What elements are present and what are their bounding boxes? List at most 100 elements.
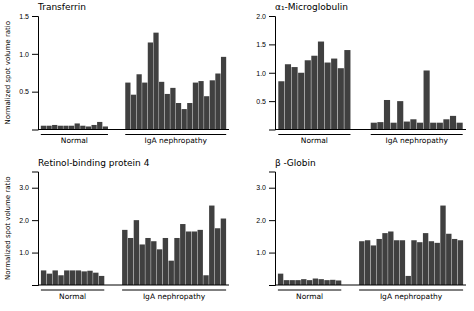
bar [140, 244, 145, 285]
y-tick: 1.0 [256, 249, 275, 256]
bar [187, 103, 192, 129]
bar [209, 206, 214, 285]
bar [397, 101, 403, 129]
bar [157, 249, 162, 285]
group-bracket [278, 290, 341, 291]
panel: 0.51.01.5NormalIgA nephropathyTransferri… [4, 2, 229, 145]
bar [128, 238, 133, 285]
bar [58, 126, 63, 130]
y-tick-mark [32, 253, 38, 254]
bar [391, 123, 397, 130]
y-tick: 3.0 [19, 184, 38, 191]
bar [182, 109, 187, 129]
bar [176, 103, 181, 129]
bar [330, 280, 335, 285]
x-axis-line [275, 285, 466, 286]
bar [325, 63, 331, 130]
y-tick-mark [269, 16, 275, 17]
bar [153, 33, 158, 130]
bar [221, 57, 226, 130]
y-axis: 0.51.01.52.0 [256, 13, 275, 130]
bar [180, 224, 185, 285]
bar [198, 81, 203, 129]
panel-title: β -Globin [275, 158, 316, 168]
bar [221, 219, 226, 285]
bar [365, 240, 370, 285]
panel-title: Transferrin [37, 2, 86, 12]
bar [198, 230, 203, 285]
bar [41, 270, 46, 285]
bar [290, 280, 295, 285]
y-axis: 1.02.03.0 [19, 172, 38, 286]
bar [75, 123, 80, 129]
y-axis: 1.02.03.0 [256, 172, 275, 286]
y-tick-label: 3.0 [19, 184, 29, 191]
panel: 0.51.01.52.0NormalIgA nephropathyα₁-Micr… [256, 2, 466, 145]
bar [63, 126, 68, 130]
y-tick-mark [269, 44, 275, 45]
bar [377, 122, 383, 129]
y-axis: 0.51.01.5 [19, 13, 38, 130]
bar [203, 275, 208, 285]
bar [134, 220, 139, 285]
bar [87, 271, 92, 285]
bar [165, 94, 170, 130]
bar [440, 206, 445, 285]
bar [298, 73, 304, 130]
bar [148, 42, 153, 129]
bar [169, 261, 174, 285]
bar [125, 83, 130, 130]
group-bracket [122, 290, 226, 291]
bar [82, 271, 87, 285]
panel-title: Retinol-binding protein 4 [38, 158, 150, 168]
bar [319, 279, 324, 285]
bar [278, 81, 284, 129]
bars [41, 206, 226, 285]
bar [193, 83, 198, 130]
y-tick: 0.5 [19, 88, 38, 95]
group-label: Normal [296, 292, 323, 301]
bar [307, 280, 312, 285]
chart-svg: 0.51.01.5NormalIgA nephropathyTransferri… [0, 0, 474, 311]
bar [437, 123, 443, 130]
group-bracket [359, 290, 463, 291]
group-bracket [278, 134, 350, 135]
bar [404, 122, 410, 130]
bar [278, 274, 283, 285]
y-tick-label: 1.0 [256, 69, 266, 76]
bar [410, 119, 416, 129]
bar [47, 274, 52, 285]
y-tick-label: 2.0 [256, 13, 266, 20]
bar [93, 273, 98, 285]
y-tick-mark [32, 92, 38, 93]
bar [388, 231, 393, 285]
group-label: IgA nephropathy [143, 292, 206, 301]
y-tick-label: 1.5 [19, 13, 29, 20]
bar [446, 234, 451, 285]
group-label: Normal [59, 292, 86, 301]
bars [278, 206, 463, 285]
bar [382, 233, 387, 285]
y-tick: 1.5 [256, 41, 275, 48]
bar [430, 123, 436, 130]
y-tick-mark [269, 73, 275, 74]
bar [151, 241, 156, 285]
bar [435, 243, 440, 285]
y-axis-line [32, 172, 39, 286]
bar [64, 270, 69, 285]
bar [285, 64, 291, 129]
bar [313, 279, 318, 285]
bar [295, 280, 300, 285]
bar [284, 280, 289, 285]
bar [80, 126, 85, 130]
bar [305, 60, 311, 129]
y-tick-mark [269, 253, 275, 254]
bar [46, 126, 51, 130]
y-tick-mark [32, 54, 38, 55]
y-tick: 2.0 [19, 217, 38, 224]
y-axis-title: Normalized spot volume ratio [4, 176, 12, 280]
bar [122, 230, 127, 285]
bar [41, 126, 46, 130]
bars [278, 42, 462, 130]
bar [450, 116, 456, 130]
